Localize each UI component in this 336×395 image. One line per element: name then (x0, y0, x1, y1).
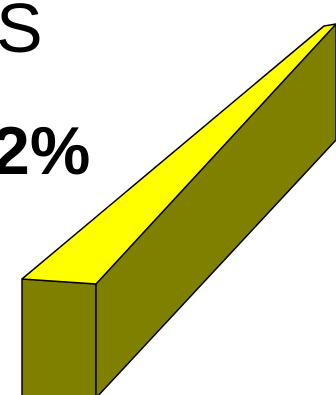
bar-front-face (21, 278, 97, 395)
percent-label: 2% (0, 113, 91, 189)
heading-fragment: S (0, 0, 43, 67)
bar-top-face (21, 23, 336, 285)
